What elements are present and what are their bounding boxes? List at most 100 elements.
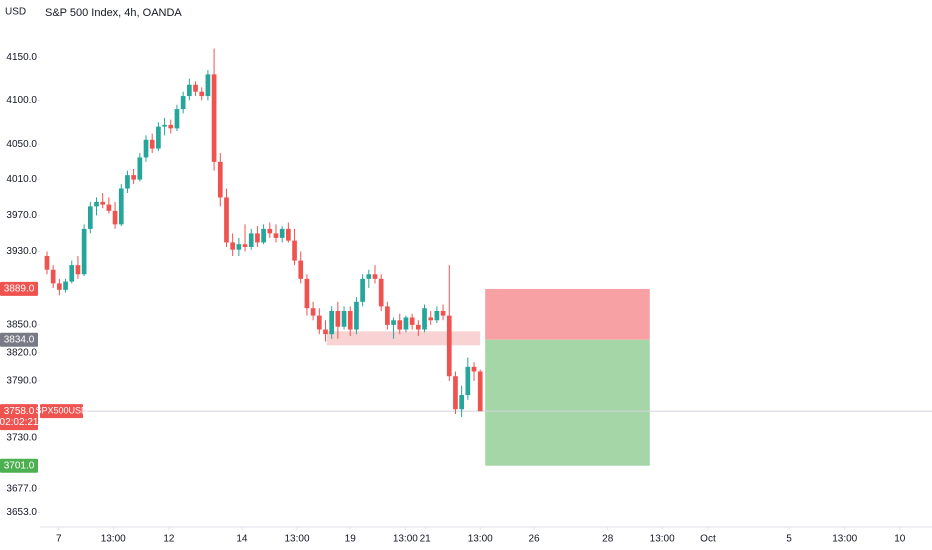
candle-body [471,366,477,372]
y-tick-label: 3730.0 [6,432,37,443]
candle-body [143,139,149,158]
x-tick-label: 13:00 [650,534,675,545]
candle-body [118,188,124,225]
chart-title: S&P 500 Index, 4h, OANDA [45,7,182,19]
candle-body [57,283,62,290]
candle-body [217,161,223,198]
candle-body [385,306,390,325]
candle-body [168,124,174,129]
stop-area [485,288,650,340]
price-label-box [0,281,38,296]
candle-body [378,278,384,307]
y-tick-label: 3930.0 [6,246,37,257]
candle-body [292,240,297,261]
candle-body [403,317,409,330]
x-tick-label: 26 [528,534,540,545]
countdown: 02:02:21 [0,417,39,428]
candle-body [69,265,75,282]
candle-body [149,139,155,149]
candle-body [156,126,161,149]
candle-body [341,310,347,327]
y-tick-label: 4150.0 [6,52,37,63]
candle-body [255,233,260,243]
candle-body [44,256,50,270]
x-tick-label: 5 [786,534,792,545]
zone [326,331,481,346]
candle-body [397,320,403,330]
y-tick-label: 4050.0 [6,139,37,150]
y-tick-label: 4010.0 [6,174,37,185]
candle-body [180,96,186,110]
candle-body [112,210,118,225]
candle-body [459,395,464,410]
candle-body [335,310,341,327]
candle-body [391,320,396,325]
y-tick-label: 4100.0 [6,95,37,106]
price-label-box [0,458,38,473]
candle-body [347,310,353,330]
candle-body [242,244,248,247]
y-tick-label: 3677.0 [6,484,37,495]
candle-body [100,201,106,205]
candle-body [273,233,279,238]
x-tick-label: 13:00 [832,534,857,545]
y-tick-label: 3850.0 [6,320,37,331]
candle-body [63,281,68,290]
candle-body [440,310,446,316]
candle-body [279,228,285,238]
y-tick-label: 3653.0 [6,507,37,518]
price-label: 3701.0 [4,460,35,471]
candle-body [230,242,236,250]
candle-body [428,317,434,321]
x-tick-label: 28 [602,534,614,545]
candle-body [137,157,143,180]
candle-body [248,233,254,247]
symbol-label: SPX500USD [35,406,88,416]
x-tick-label: 21 [420,534,432,545]
candle-body [106,204,112,211]
candle-body [323,329,328,335]
candle-body [174,109,180,129]
candle-body [329,310,335,335]
candle-body [125,175,130,189]
x-tick-label: 13:00 [101,534,126,545]
candle-body [87,206,93,229]
candle-body [193,84,198,92]
candle-body [434,310,440,321]
x-tick-label: 7 [56,534,62,545]
candle-body [422,308,427,330]
x-tick-label: 10 [894,534,906,545]
candle-body [286,228,291,241]
x-tick-label: 13:00 [285,534,310,545]
candle-body [211,74,217,162]
candle-body [236,244,242,250]
candle-body [465,366,471,396]
candle-body [366,274,372,279]
x-tick-label: 13:00 [468,534,493,545]
x-tick-label: 14 [236,534,248,545]
y-tick-label: 3970.0 [6,210,37,221]
y-tick-label: 3790.0 [6,376,37,387]
last-price-box [0,404,38,431]
candle-body [261,228,266,243]
candle-body [372,274,378,279]
candle-body [205,74,211,97]
candle-body [310,308,316,316]
x-tick-label: 19 [345,534,357,545]
candle-body [477,371,483,412]
candle-body [50,269,56,284]
target-area [485,339,650,466]
last-price-label: 3758.0 [4,406,35,417]
price-label: 3889.0 [4,284,35,295]
candle-body [354,301,359,330]
candle-body [409,317,415,325]
candle-body [360,278,365,302]
y-tick-label: 3820.0 [6,347,37,358]
candle-body [304,278,310,309]
x-tick-label: 13:00 [393,534,418,545]
symbol-box [40,404,83,419]
candle-body [81,228,87,275]
price-label-box [0,332,38,347]
